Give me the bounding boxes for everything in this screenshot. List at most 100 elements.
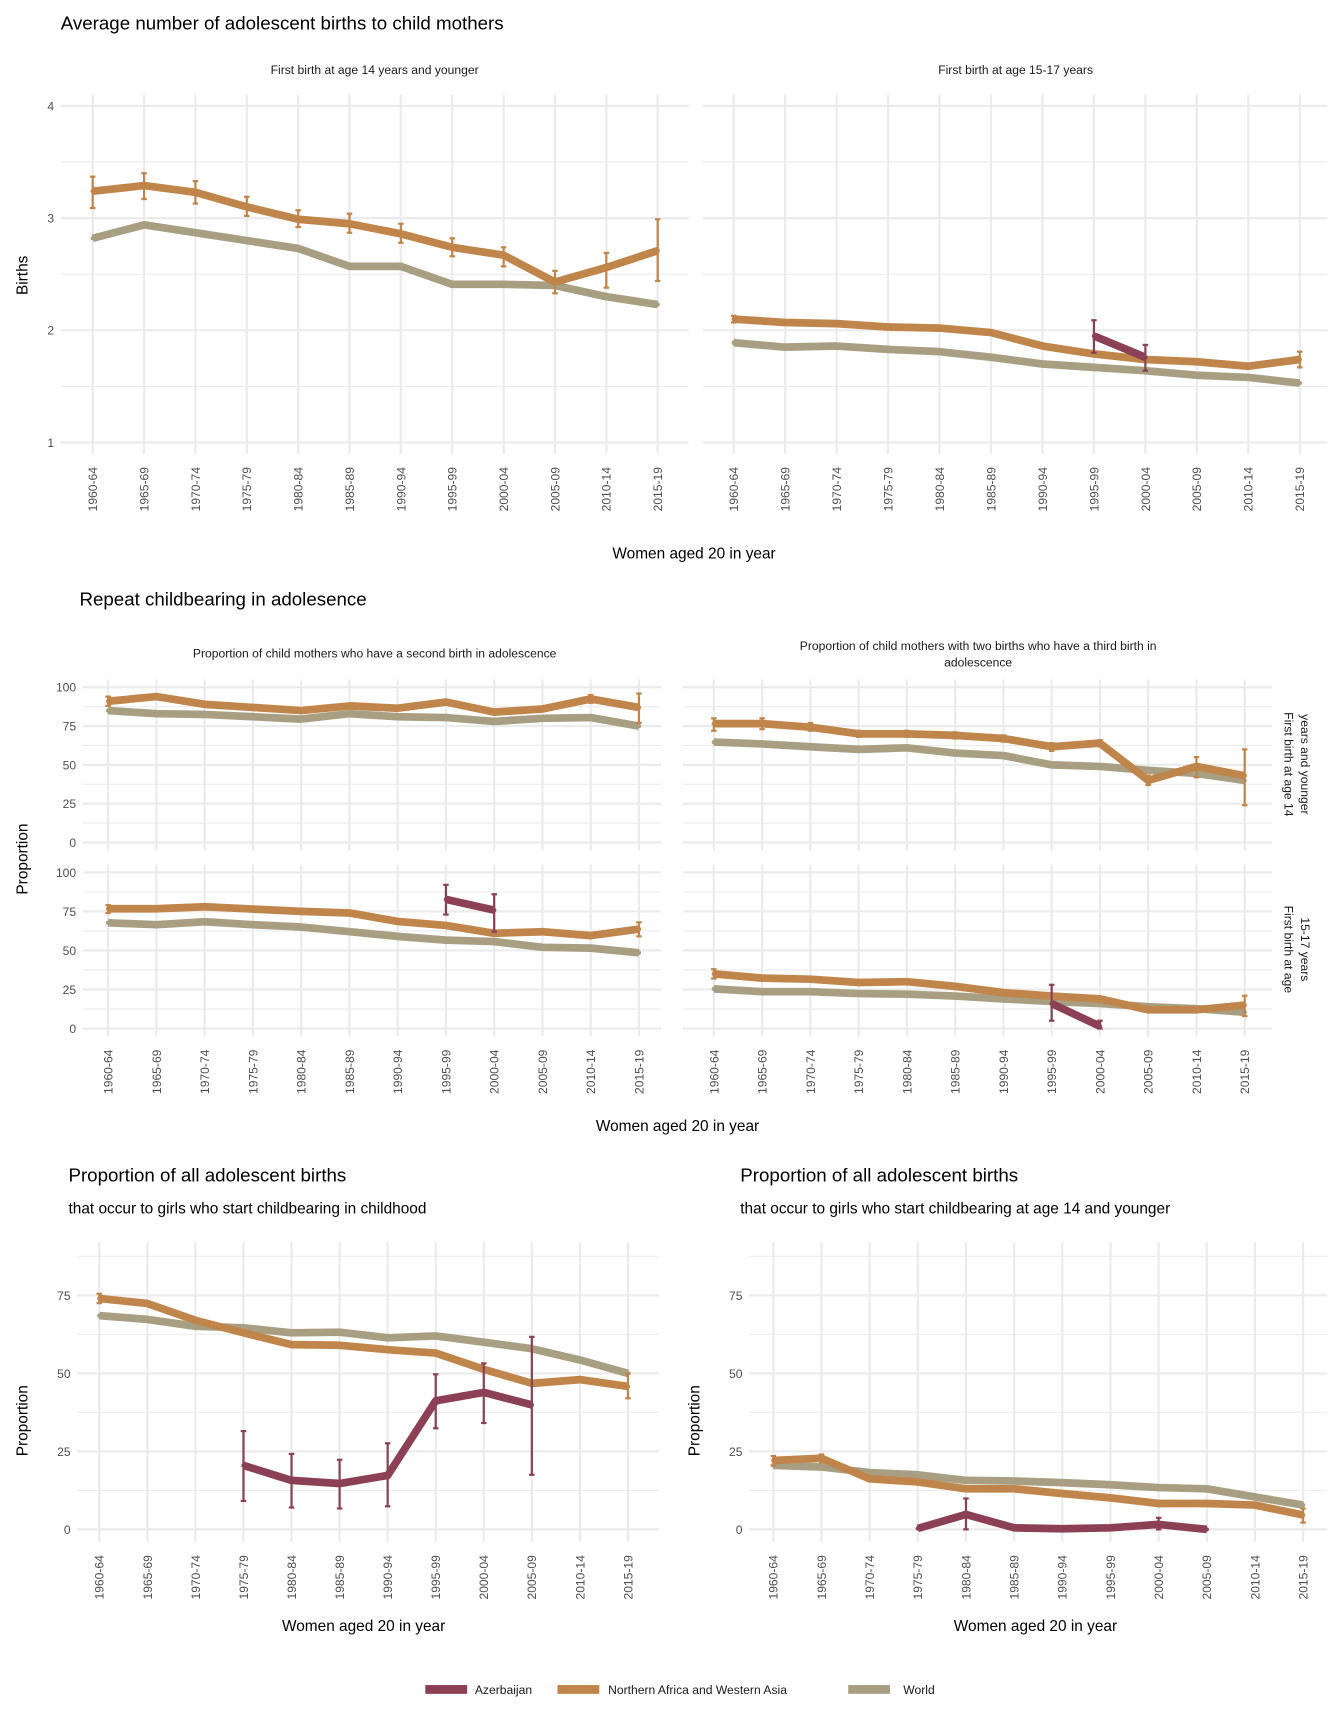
x-tick-label: 1975-79 <box>911 1555 925 1600</box>
x-tick-label: 1980-84 <box>295 1049 309 1094</box>
error-bar <box>587 693 594 704</box>
error-bar <box>1193 756 1200 779</box>
data-point <box>250 714 256 719</box>
y-tick-label: 0 <box>736 1523 743 1537</box>
error-bar <box>1241 994 1248 1018</box>
x-tick-label: 1990-94 <box>1036 467 1050 512</box>
x-tick-label: 2000-04 <box>1139 467 1153 512</box>
error-bar <box>770 1454 777 1467</box>
error-bar <box>449 237 455 258</box>
data-point <box>395 919 400 924</box>
data-point <box>588 715 593 720</box>
data-point <box>347 910 352 916</box>
data-point <box>577 1357 583 1363</box>
data-point <box>867 1476 872 1482</box>
section-b-title: Repeat childbearing in adolesence <box>79 589 366 610</box>
data-point <box>540 706 545 712</box>
x-tick-label: 1970-74 <box>189 467 203 512</box>
x-tick-label: 2005-09 <box>1190 467 1204 512</box>
error-bar <box>491 893 497 933</box>
error-bar <box>141 172 147 201</box>
x-tick-label: 2010-14 <box>600 467 614 512</box>
data-point <box>202 712 207 717</box>
data-point <box>202 702 207 707</box>
section-a-title: Average number of adolescent births to c… <box>61 13 504 34</box>
strip-a-right: First birth at age 15-17 years <box>938 63 1093 77</box>
data-point <box>1060 1480 1065 1485</box>
series-northern-africa-and-western-asia <box>96 1292 631 1400</box>
x-tick-label: 1965-69 <box>779 467 793 512</box>
strip-b-row-top-line1: First birth at age 14 <box>1281 712 1295 817</box>
data-point <box>1156 1485 1161 1490</box>
series-line <box>108 902 640 940</box>
error-bar <box>963 1497 969 1531</box>
data-point <box>1194 1007 1199 1013</box>
data-point <box>885 347 891 352</box>
data-point <box>395 934 400 939</box>
error-bar <box>481 1362 487 1425</box>
panel-7: 0 25 50 75 1960-64 1965-69 1970-74 1975-79 1980-… <box>729 1242 1328 1600</box>
x-tick-label: 2000-04 <box>497 467 511 512</box>
data-point <box>759 989 765 994</box>
series-line <box>713 738 1246 785</box>
data-point <box>433 1333 438 1339</box>
data-point <box>782 344 788 350</box>
data-point <box>655 302 660 307</box>
panel-0: 1 2 3 4 1960-64 1965-69 1970-74 1975-79 1980-84 1… <box>47 94 689 512</box>
panel-2: 0 25 50 75 100 <box>56 679 661 851</box>
series-northern-africa-and-western-asia <box>711 968 1248 1018</box>
series-world <box>105 706 642 730</box>
x-tick-label: 1980-84 <box>959 1555 973 1600</box>
series-world <box>731 338 1302 387</box>
data-point <box>1145 1007 1151 1013</box>
data-point <box>298 716 304 722</box>
error-bar <box>1145 774 1151 787</box>
error-bar <box>759 717 765 731</box>
y-tick-label: 1 <box>47 436 54 450</box>
x-tick-label: 1960-64 <box>93 1555 107 1600</box>
data-point <box>1011 1478 1017 1484</box>
x-tick-label: 1960-64 <box>102 1049 116 1094</box>
data-point <box>295 246 301 251</box>
series-northern-africa-and-western-asia <box>105 902 642 940</box>
data-point <box>937 349 942 354</box>
data-point <box>1194 373 1200 378</box>
error-bar <box>1297 350 1303 369</box>
error-bar <box>529 1335 535 1476</box>
series-world <box>90 221 660 309</box>
x-tick-label: 1970-74 <box>198 1049 212 1094</box>
panel-6: 0 25 50 75 1960-64 1965-69 1970-74 1975-79 1980-… <box>57 1242 659 1600</box>
data-point <box>154 906 159 911</box>
data-point <box>867 1470 872 1475</box>
y-tick-label: 0 <box>69 836 76 850</box>
strip-b-row-bottom-line1: First birth at age <box>1281 906 1295 994</box>
data-point <box>385 1335 390 1340</box>
data-point <box>782 320 788 325</box>
error-bar <box>192 180 199 205</box>
data-point <box>904 745 910 751</box>
x-tick-label: 1995-99 <box>1087 467 1101 512</box>
series-line <box>107 692 640 716</box>
error-bar <box>1142 343 1149 372</box>
data-point <box>834 343 839 349</box>
error-bar <box>443 883 449 916</box>
error-bar <box>654 218 661 283</box>
x-tick-label: 1970-74 <box>804 1049 818 1094</box>
data-point <box>1001 990 1006 995</box>
data-point <box>298 909 304 914</box>
panel-4: 0 25 50 75 100 1960-64 1965-69 1970-74 1975-79 19… <box>56 864 661 1094</box>
error-bar <box>244 195 250 217</box>
x-tick-label: 2000-04 <box>477 1555 491 1600</box>
error-bar <box>336 1458 343 1510</box>
x-tick-label: 2005-09 <box>1142 1049 1156 1094</box>
data-point <box>588 933 593 938</box>
data-point <box>731 340 736 345</box>
data-point <box>443 937 449 943</box>
data-point <box>289 1330 294 1336</box>
strip-b-col-right-line2: adolescence <box>944 655 1012 669</box>
y-tick-label: 75 <box>57 1289 71 1303</box>
panel-1: 1960-64 1965-69 1970-74 1975-79 1980-84 1985-… <box>702 94 1328 512</box>
data-point <box>1204 1486 1209 1492</box>
error-bar <box>398 222 404 244</box>
data-point <box>193 1318 198 1323</box>
